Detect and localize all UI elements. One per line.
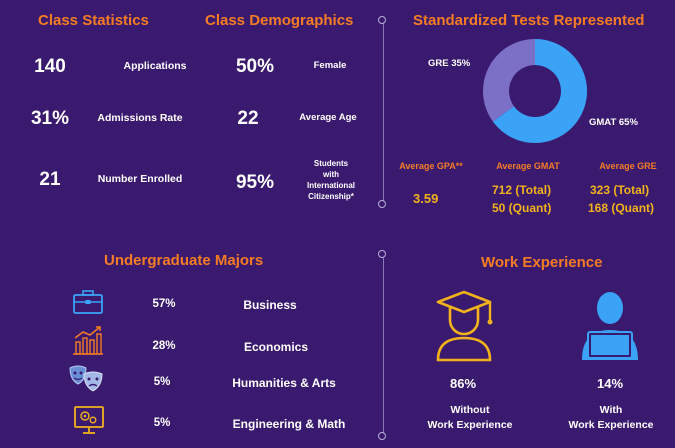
gre-slice-label: GRE 35% xyxy=(428,58,471,69)
divider-dot xyxy=(378,200,386,208)
divider-dot xyxy=(378,16,386,24)
label-line: Without xyxy=(450,404,490,416)
class-demographics-title: Class Demographics xyxy=(205,12,354,29)
divider-dot xyxy=(378,432,386,440)
engineering-monitor-icon xyxy=(74,406,104,441)
briefcase-icon xyxy=(73,290,103,319)
label-line: With xyxy=(599,404,623,416)
work-experience-title: Work Experience xyxy=(481,254,603,271)
average-gpa-label: Average GPA** xyxy=(399,161,463,171)
average-gre-total: 323 (Total) xyxy=(590,183,650,197)
with-experience-label: With Work Experience xyxy=(556,403,666,433)
divider-dot xyxy=(378,250,386,258)
stat-value: 21 xyxy=(39,169,61,190)
label-line: with xyxy=(323,170,339,179)
demographic-value: 95% xyxy=(235,172,275,193)
average-gmat-quant: 50 (Quant) xyxy=(492,201,552,215)
theater-masks-icon xyxy=(68,364,104,399)
major-name: Economics xyxy=(243,340,309,354)
donut-slice-gre xyxy=(483,39,535,122)
with-experience-percent: 14% xyxy=(597,376,624,391)
bottom-divider-line xyxy=(383,256,384,436)
without-experience-percent: 86% xyxy=(450,376,477,391)
graduate-icon xyxy=(434,290,496,367)
demographic-value: 50% xyxy=(235,56,275,77)
gmat-slice-label: GMAT 65% xyxy=(589,117,638,128)
stat-value: 140 xyxy=(34,56,66,77)
demographic-label-multiline: Students with International Citizenship* xyxy=(296,158,366,202)
professional-icon xyxy=(580,290,640,367)
major-percent: 57% xyxy=(152,298,176,310)
major-percent: 5% xyxy=(153,417,171,429)
demographic-label: Female xyxy=(313,60,347,71)
major-percent: 5% xyxy=(153,376,171,388)
major-name: Engineering & Math xyxy=(232,417,346,431)
demographic-label: Average Age xyxy=(299,112,357,123)
bar-chart-icon xyxy=(72,325,104,360)
major-name: Business xyxy=(243,298,297,312)
average-gre-quant: 168 (Quant) xyxy=(588,201,655,215)
average-gmat-total: 712 (Total) xyxy=(492,183,552,197)
label-line: Work Experience xyxy=(427,419,513,431)
label-line: Students xyxy=(313,159,349,168)
without-experience-label: Without Work Experience xyxy=(420,403,520,433)
average-gmat-label: Average GMAT xyxy=(496,161,560,171)
label-line: International xyxy=(306,181,355,190)
major-percent: 28% xyxy=(152,340,176,352)
stat-value: 31% xyxy=(30,108,70,129)
stat-label: Applications xyxy=(123,60,187,72)
tests-donut-chart xyxy=(483,39,587,143)
top-divider-line xyxy=(383,22,384,204)
average-gpa-value: 3.59 xyxy=(413,191,439,206)
undergraduate-majors-title: Undergraduate Majors xyxy=(104,252,264,269)
average-gre-label: Average GRE xyxy=(599,161,657,171)
major-name: Humanities & Arts xyxy=(232,376,336,390)
standardized-tests-title: Standardized Tests Represented xyxy=(413,12,645,29)
donut-slice-gmat xyxy=(492,39,587,143)
label-line: Work Experience xyxy=(568,419,654,431)
class-statistics-title: Class Statistics xyxy=(38,12,149,29)
stat-label: Admissions Rate xyxy=(97,112,183,124)
demographic-value: 22 xyxy=(237,108,259,129)
stat-label: Number Enrolled xyxy=(97,173,183,185)
label-line: Citizenship* xyxy=(308,192,354,201)
